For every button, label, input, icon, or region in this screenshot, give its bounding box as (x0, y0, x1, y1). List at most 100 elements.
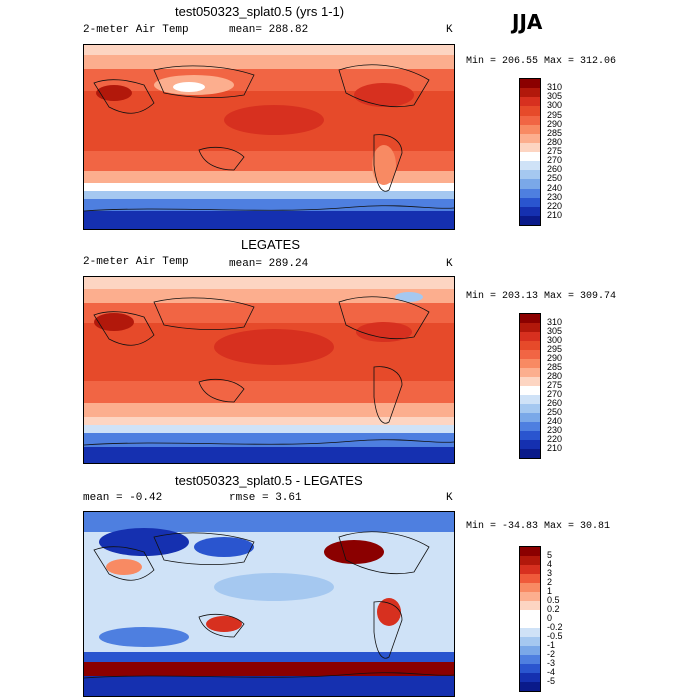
colorbar-cell (520, 404, 540, 413)
coast-asia (153, 297, 255, 330)
region-north-america (354, 83, 414, 107)
band-north-mid (84, 303, 454, 323)
band-arctic (84, 277, 454, 289)
colorbar-label: 0.2 (547, 604, 560, 614)
colorbar-cell (520, 115, 540, 125)
coast-antarctica (84, 205, 454, 212)
band-subpolar (84, 417, 454, 425)
colorbar-label: -3 (547, 658, 556, 668)
colorbar-cell (520, 619, 540, 628)
band-south-mid (84, 381, 454, 403)
colorbar-cell (520, 556, 540, 565)
colorbar-label: 260 (547, 164, 563, 175)
coast-antarctica (84, 439, 454, 446)
colorbar-label: 305 (547, 91, 563, 102)
diff-southern-ocean (84, 652, 454, 662)
colorbar-label: 275 (547, 380, 563, 390)
colorbar-cell (520, 682, 540, 691)
panel-minmax-obs: Min = 203.13 Max = 309.74 (466, 291, 617, 302)
coast-north-america (338, 531, 430, 575)
colorbar-label: 295 (547, 344, 563, 354)
colorbar-cell (520, 106, 540, 116)
region-sahara (96, 85, 132, 101)
map-diff (83, 511, 455, 697)
panel-title-obs: LEGATES (241, 237, 301, 252)
region-greenland (395, 292, 423, 302)
coast-north-america (338, 296, 430, 340)
colorbar-label: 310 (547, 82, 563, 93)
colorbar-cell (520, 655, 540, 664)
colorbar-cell (520, 88, 540, 98)
colorbar-label: 285 (547, 127, 563, 138)
coast-africa-europe (93, 546, 155, 581)
colorbar-cell (520, 610, 540, 619)
colorbar-cell (520, 368, 540, 377)
colorbar-cell (520, 592, 540, 601)
diff-sahara-warm (106, 559, 142, 575)
colorbar-label: 295 (547, 109, 563, 120)
colorbar-label: 250 (547, 173, 563, 184)
panel-unit-obs: K (446, 258, 453, 270)
colorbar-label: 0 (547, 613, 553, 623)
colorbar-label: -0.5 (547, 631, 563, 641)
colorbar-label: 310 (547, 317, 563, 327)
colorbar-label: 260 (547, 398, 563, 408)
colorbar-cell (520, 395, 540, 404)
colorbar-cell (520, 646, 540, 655)
colorbar-label: 2 (547, 577, 553, 587)
colorbar-cell (520, 664, 540, 673)
colorbar-label: 230 (547, 191, 563, 202)
colorbar-cell (520, 323, 540, 332)
coast-asia (153, 65, 255, 98)
colorbar-cell (520, 152, 540, 162)
colorbar-cell (520, 359, 540, 368)
colorbar-cell (520, 583, 540, 592)
colorbar-label: 220 (547, 200, 563, 211)
coast-south-america (373, 366, 403, 424)
panel-minmax-model: Min = 206.55 Max = 312.06 (466, 56, 617, 67)
colorbar-cell (520, 422, 540, 431)
colorbar-cell (520, 215, 540, 225)
diff-sea-ice-warm (84, 662, 454, 676)
coast-africa-europe (93, 311, 155, 346)
season-label: JJA (512, 10, 543, 34)
map-model-plot (84, 45, 454, 229)
region-south-america (372, 145, 396, 185)
colorbar-cell (520, 97, 540, 107)
colorbar-cell (520, 386, 540, 395)
band-arctic (84, 45, 454, 55)
coast-antarctica (84, 672, 454, 679)
coast-south-america (373, 134, 403, 192)
coast-australia (198, 378, 245, 403)
coast-africa-europe (93, 79, 155, 114)
colorbar-cell (520, 673, 540, 682)
diff-asia-cold (194, 537, 254, 557)
diff-na-warm (324, 540, 384, 564)
colorbar-cell (520, 341, 540, 350)
colorbar-label: 210 (547, 209, 563, 220)
colorbar-cell (520, 206, 540, 216)
band-south-mid (84, 151, 454, 171)
region-north-america (356, 322, 412, 342)
colorbar-label: 285 (547, 362, 563, 372)
band-polar-edge (84, 425, 454, 433)
colorbar-label: 270 (547, 155, 563, 166)
colorbar-difference (519, 546, 541, 692)
colorbar-label: 5 (547, 550, 553, 560)
colorbar-label: 0.5 (547, 595, 560, 605)
panel-title-model: test050323_splat0.5 (yrs 1-1) (175, 4, 345, 19)
colorbar-cell (520, 628, 540, 637)
colorbar-label: 280 (547, 136, 563, 147)
panel-title-diff: test050323_splat0.5 - LEGATES (175, 473, 363, 488)
band-south (84, 403, 454, 417)
colorbar-label: 1 (547, 586, 553, 596)
band-north (84, 55, 454, 69)
region-tibet (173, 82, 205, 92)
colorbar-label: 240 (547, 416, 563, 426)
colorbar-cell (520, 547, 540, 556)
diff-arctic (84, 512, 454, 532)
colorbar-label: 270 (547, 389, 563, 399)
band-polar-edge (84, 191, 454, 199)
panel-unit-model: K (446, 24, 453, 36)
colorbar-label: 305 (547, 326, 563, 336)
